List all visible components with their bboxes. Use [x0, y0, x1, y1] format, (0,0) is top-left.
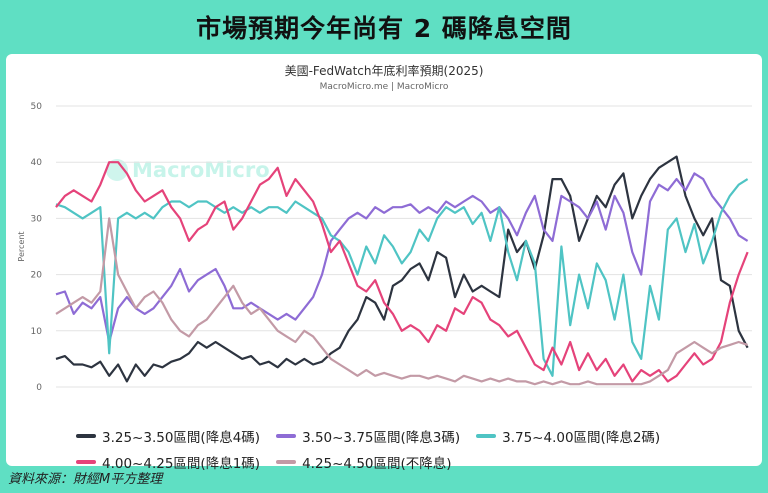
legend-label: 3.50~3.75區間(降息3碼) — [302, 430, 461, 446]
legend-item[interactable]: 4.25~4.50區間(不降息) — [276, 452, 452, 472]
y-tick-label: 10 — [31, 327, 43, 337]
watermark-icon — [106, 159, 128, 181]
series-line-2 — [55, 172, 749, 344]
y-axis-label: Percent — [17, 231, 26, 261]
legend-swatch — [76, 460, 96, 464]
legend-item[interactable]: 4.00~4.25區間(降息1碼) — [76, 452, 260, 472]
legend-swatch — [276, 460, 297, 464]
y-tick-label: 40 — [31, 158, 43, 168]
legend-label: 3.25~3.50區間(降息4碼) — [102, 430, 261, 446]
chart-title: 美國-FedWatch年底利率預期(2025) — [284, 64, 484, 78]
series-line-4 — [55, 161, 749, 383]
legend-label: 4.00~4.25區間(降息1碼) — [102, 456, 261, 472]
legend-item[interactable]: 3.50~3.75區間(降息3碼) — [276, 426, 460, 446]
y-tick-label: 20 — [31, 271, 43, 281]
legend-swatch — [76, 434, 96, 438]
line-chart: 0102030405013 Jan27 Jan10 Feb24 Feb10 Ma… — [17, 102, 752, 393]
chart-subtitle: MacroMicro.me | MacroMicro — [319, 82, 449, 92]
legend-label: 4.25~4.50區間(不降息) — [302, 456, 452, 472]
legend-item[interactable]: 3.75~4.00區間(降息2碼) — [476, 426, 660, 446]
chart-card: 美國-FedWatch年底利率預期(2025) MacroMicro.me | … — [6, 54, 762, 472]
y-tick-label: 0 — [36, 383, 42, 393]
series-line-5 — [55, 217, 748, 386]
y-tick-label: 50 — [31, 102, 43, 112]
page-headline: 市場預期今年尚有 2 碼降息空間 — [196, 14, 572, 43]
series-line-3 — [55, 178, 749, 377]
legend-label: 3.75~4.00區間(降息2碼) — [502, 430, 661, 446]
source-note: 資料來源：財經M平方整理 — [8, 472, 163, 487]
legend-swatch — [476, 434, 497, 438]
legend-item[interactable]: 3.25~3.50區間(降息4碼) — [76, 426, 260, 446]
legend-swatch — [276, 434, 297, 438]
series-line-1 — [55, 155, 749, 383]
y-tick-label: 30 — [31, 214, 43, 224]
chart-legend: 3.25~3.50區間(降息4碼) 3.50~3.75區間(降息3碼) 3.75~4… — [76, 426, 766, 472]
